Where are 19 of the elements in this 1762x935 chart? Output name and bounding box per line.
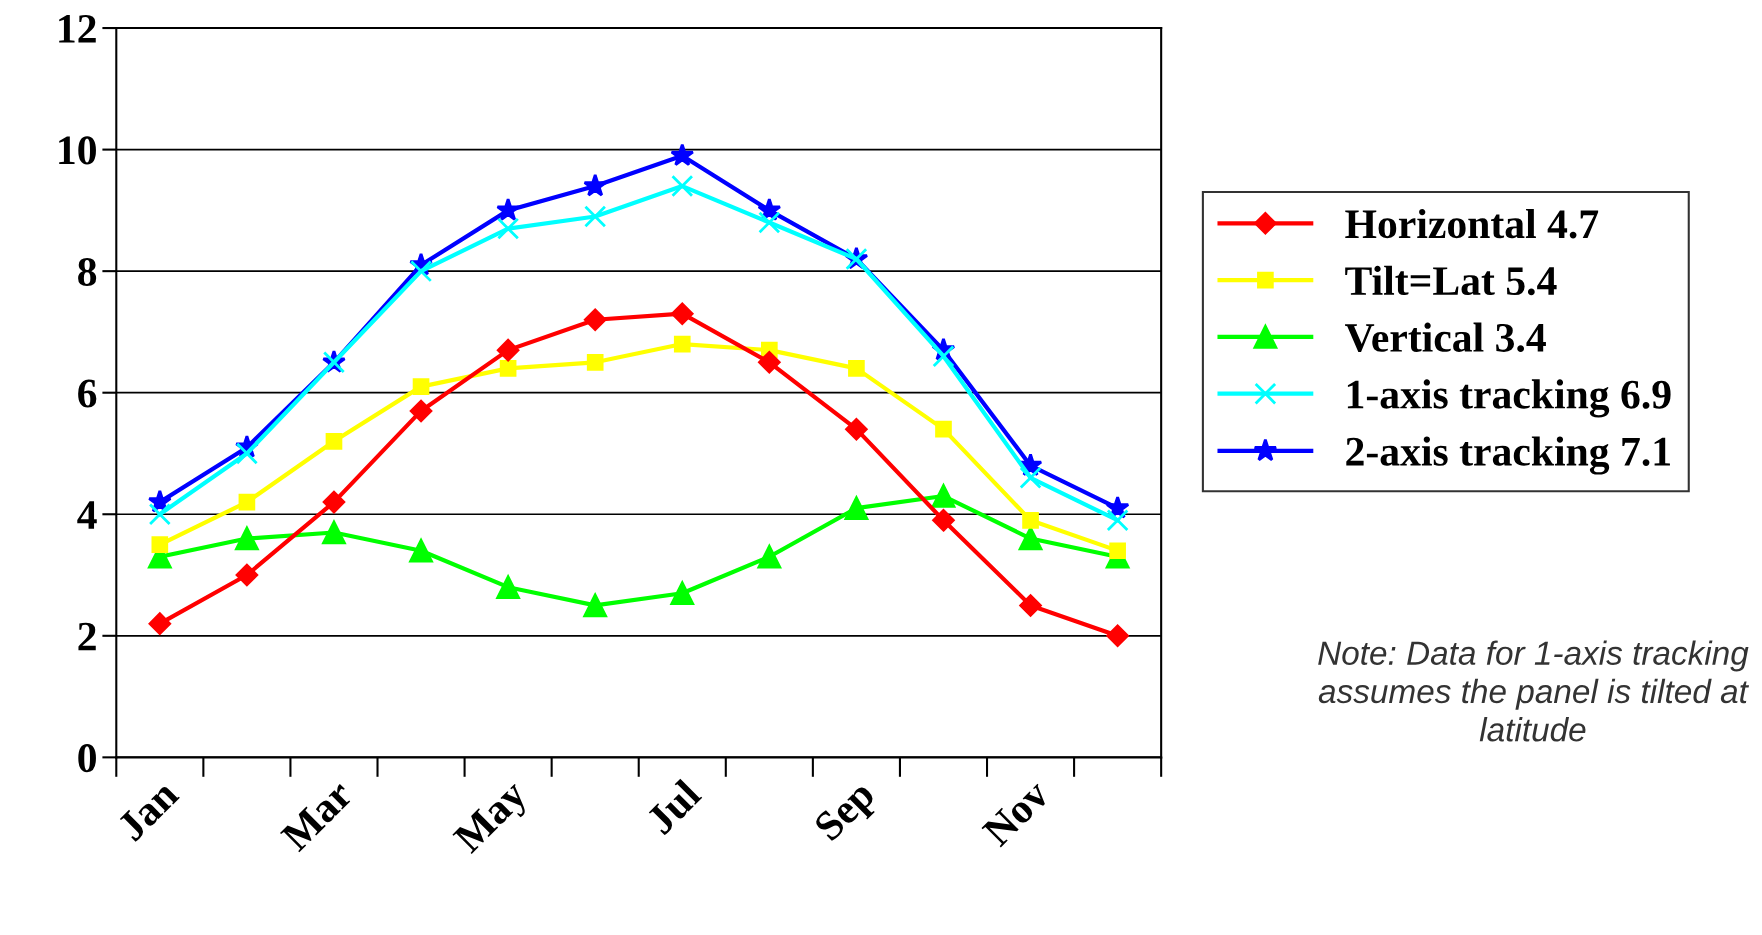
y-tick-label: 6 <box>78 379 97 408</box>
y-tick-label: 4 <box>77 501 97 529</box>
x-tick-label: Mar <box>280 778 355 853</box>
y-tick-label: 12 <box>59 14 96 43</box>
x-tick-label: Jul <box>644 777 703 836</box>
x-tick-label: Sep <box>813 778 882 848</box>
y-tick-label: 0 <box>78 744 96 773</box>
x-tick-label: May <box>452 778 535 861</box>
legend-label: 2-axis tracking 7.1 <box>1346 436 1670 475</box>
x-tick-label: Nov <box>981 777 1052 848</box>
legend-label: Horizontal 4.7 <box>1345 208 1599 239</box>
legend-label: 1-axis tracking 6.9 <box>1347 379 1671 418</box>
text: Note: Data for 1-axis tracking assumes the panel is tilted at latitude <box>1318 640 1750 742</box>
legend-label: Tilt=Lat 5.4 <box>1345 265 1557 296</box>
x-tick-label: Jan <box>116 778 181 843</box>
y-tick-label: 10 <box>59 136 96 165</box>
y-tick-label: 8 <box>78 257 97 287</box>
legend-label: Vertical 3.4 <box>1345 322 1546 353</box>
y-tick-label: 2 <box>78 622 96 651</box>
